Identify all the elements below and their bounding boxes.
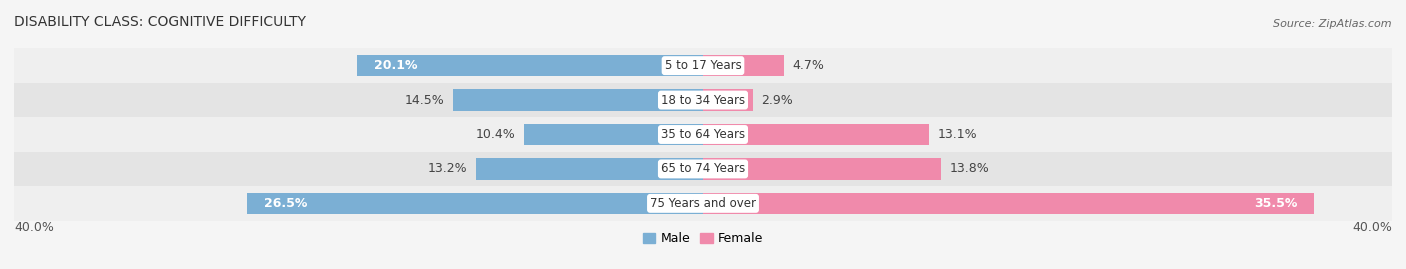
Text: Source: ZipAtlas.com: Source: ZipAtlas.com: [1274, 19, 1392, 30]
Bar: [14, 83, 1392, 117]
Text: 13.2%: 13.2%: [427, 162, 467, 175]
Text: DISABILITY CLASS: COGNITIVE DIFFICULTY: DISABILITY CLASS: COGNITIVE DIFFICULTY: [14, 16, 307, 30]
Text: 13.8%: 13.8%: [949, 162, 988, 175]
Text: 18 to 34 Years: 18 to 34 Years: [661, 94, 745, 107]
Text: 4.7%: 4.7%: [793, 59, 824, 72]
Text: 2.9%: 2.9%: [762, 94, 793, 107]
Text: 40.0%: 40.0%: [14, 221, 53, 233]
Text: 75 Years and over: 75 Years and over: [650, 197, 756, 210]
Text: 13.1%: 13.1%: [938, 128, 977, 141]
Bar: [14, 117, 1392, 152]
Bar: [14, 48, 1392, 83]
Bar: [453, 89, 703, 111]
Bar: [246, 193, 703, 214]
Text: 40.0%: 40.0%: [1353, 221, 1392, 233]
Legend: Male, Female: Male, Female: [643, 232, 763, 245]
Text: 65 to 74 Years: 65 to 74 Years: [661, 162, 745, 175]
Text: 35.5%: 35.5%: [1254, 197, 1298, 210]
Bar: [703, 158, 941, 180]
Text: 20.1%: 20.1%: [374, 59, 418, 72]
Bar: [14, 152, 1392, 186]
Text: 35 to 64 Years: 35 to 64 Years: [661, 128, 745, 141]
Bar: [14, 186, 1392, 221]
Bar: [703, 193, 1315, 214]
Text: 14.5%: 14.5%: [405, 94, 444, 107]
Text: 10.4%: 10.4%: [475, 128, 515, 141]
Bar: [703, 89, 754, 111]
Text: 5 to 17 Years: 5 to 17 Years: [665, 59, 741, 72]
Bar: [703, 55, 785, 76]
Bar: [703, 124, 928, 145]
Bar: [357, 55, 703, 76]
Bar: [524, 124, 703, 145]
Bar: [475, 158, 703, 180]
Text: 26.5%: 26.5%: [264, 197, 307, 210]
